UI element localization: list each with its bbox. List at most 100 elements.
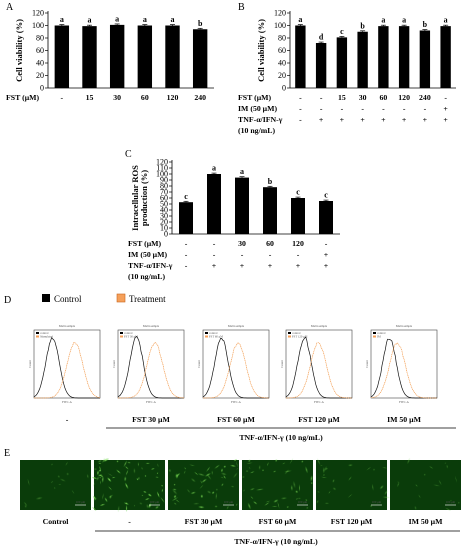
fluorescent-cell <box>104 497 108 503</box>
fluorescent-cell <box>116 469 121 474</box>
fluorescent-cell <box>382 496 390 499</box>
y-tick-label: 0 <box>40 84 44 93</box>
y-tick-label: 60 <box>278 46 286 55</box>
row-value: - <box>213 250 216 259</box>
fluorescent-cell <box>156 463 159 468</box>
inset-legend-label: control <box>124 331 133 335</box>
y-tick-label: 30 <box>160 212 168 221</box>
fluorescent-cell <box>97 470 99 476</box>
row-value: + <box>240 261 245 270</box>
row-value: + <box>423 115 428 124</box>
bar <box>179 202 193 234</box>
plot-frame <box>370 329 438 399</box>
fluorescent-cell <box>190 478 196 483</box>
row-value: - <box>269 250 272 259</box>
row-value: - <box>403 104 406 113</box>
fluorescent-cell <box>258 465 261 470</box>
fluorescent-cell <box>221 472 227 476</box>
fluorescent-cell <box>214 464 220 469</box>
significance-letter: a <box>88 16 92 25</box>
fluorescent-cell <box>54 486 56 490</box>
bar <box>192 29 208 88</box>
fluorescent-cell <box>444 462 447 464</box>
treatment-histogram <box>370 342 437 399</box>
row-value: - <box>320 104 323 113</box>
inset-legend-label: control <box>209 331 218 335</box>
row-value: 120 <box>292 239 304 248</box>
fluorescent-cell <box>24 504 27 508</box>
fluorescent-cell <box>173 483 176 486</box>
scale-bar-label: 100 μm <box>76 500 86 504</box>
plot-title: Multi-sample <box>228 324 245 328</box>
condition-label: - <box>66 415 69 424</box>
fluorescent-cell <box>264 502 270 506</box>
row-value: + <box>443 104 448 113</box>
fluorescent-cell <box>297 497 301 500</box>
fluorescent-cell <box>273 499 279 503</box>
condition-label: FST 120 μM <box>298 415 340 424</box>
fluorescent-cell <box>267 462 269 467</box>
fluorescent-cell <box>206 466 211 472</box>
fluorescent-cell <box>108 486 113 491</box>
fluorescent-cell <box>418 494 421 499</box>
row-label: FST (μM) <box>238 93 271 102</box>
bar <box>291 198 305 234</box>
row-value: 30 <box>238 239 246 248</box>
fluorescent-cell <box>156 472 159 475</box>
fluorescent-cell <box>235 460 238 468</box>
fluorescent-cell <box>107 477 112 482</box>
fluorescent-cell <box>265 500 271 503</box>
row-value: - <box>424 104 427 113</box>
fluorescent-cell <box>429 465 434 469</box>
fluorescent-cell <box>171 497 179 502</box>
fluorescent-cell <box>111 476 116 479</box>
bar <box>165 25 180 88</box>
fluorescent-cell <box>275 459 278 462</box>
fluorescent-cell <box>249 471 255 474</box>
bar <box>137 25 153 88</box>
fluorescent-cell <box>242 476 245 478</box>
row-label: TNF-α/IFN-γ <box>238 115 283 124</box>
fluorescent-cell <box>206 474 212 480</box>
micrograph: 100 μm <box>316 458 390 510</box>
fluorescent-cell <box>246 462 253 465</box>
y-tick-label: 120 <box>156 158 168 167</box>
legend-swatch-control <box>42 294 50 302</box>
bar <box>295 25 306 88</box>
row-value: 30 <box>359 93 367 102</box>
fluorescent-cell <box>371 483 374 491</box>
fluorescent-cell <box>280 497 287 500</box>
fluorescent-cell <box>372 468 376 471</box>
fluorescent-cell <box>273 470 277 473</box>
y-tick-label: 40 <box>160 206 168 215</box>
row-value: + <box>296 261 301 270</box>
plot-frame <box>285 329 353 399</box>
significance-letter: a <box>402 16 406 25</box>
bar <box>235 177 249 234</box>
y-axis-title: Cell viability (%) <box>14 19 24 82</box>
fluorescent-cell <box>101 476 104 483</box>
scale-bar-label: 100 μm <box>224 500 234 504</box>
fluorescent-cell <box>230 485 235 488</box>
y-tick-label: 20 <box>160 218 168 227</box>
panel-letter: D <box>4 295 11 306</box>
fluorescent-cell <box>369 504 373 508</box>
panel-letter: A <box>6 2 14 13</box>
condition-label: FST 30 μM <box>185 517 223 526</box>
fluorescent-cell <box>201 478 207 483</box>
control-histogram <box>202 337 269 399</box>
fluorescent-cell <box>316 458 321 466</box>
panel-d: D Control Treatment Multi-sample FITC-A Count… <box>4 293 456 442</box>
fluorescent-cell <box>347 493 353 499</box>
fluorescent-cell <box>50 480 54 484</box>
significance-letter: a <box>60 15 64 24</box>
fluorescent-cell <box>150 467 155 470</box>
fluorescent-cell <box>319 464 323 467</box>
fluorescent-cell <box>243 489 246 492</box>
significance-letter: a <box>381 16 385 25</box>
y-tick-label: 100 <box>156 170 168 179</box>
legend-swatch-treatment <box>116 293 126 303</box>
